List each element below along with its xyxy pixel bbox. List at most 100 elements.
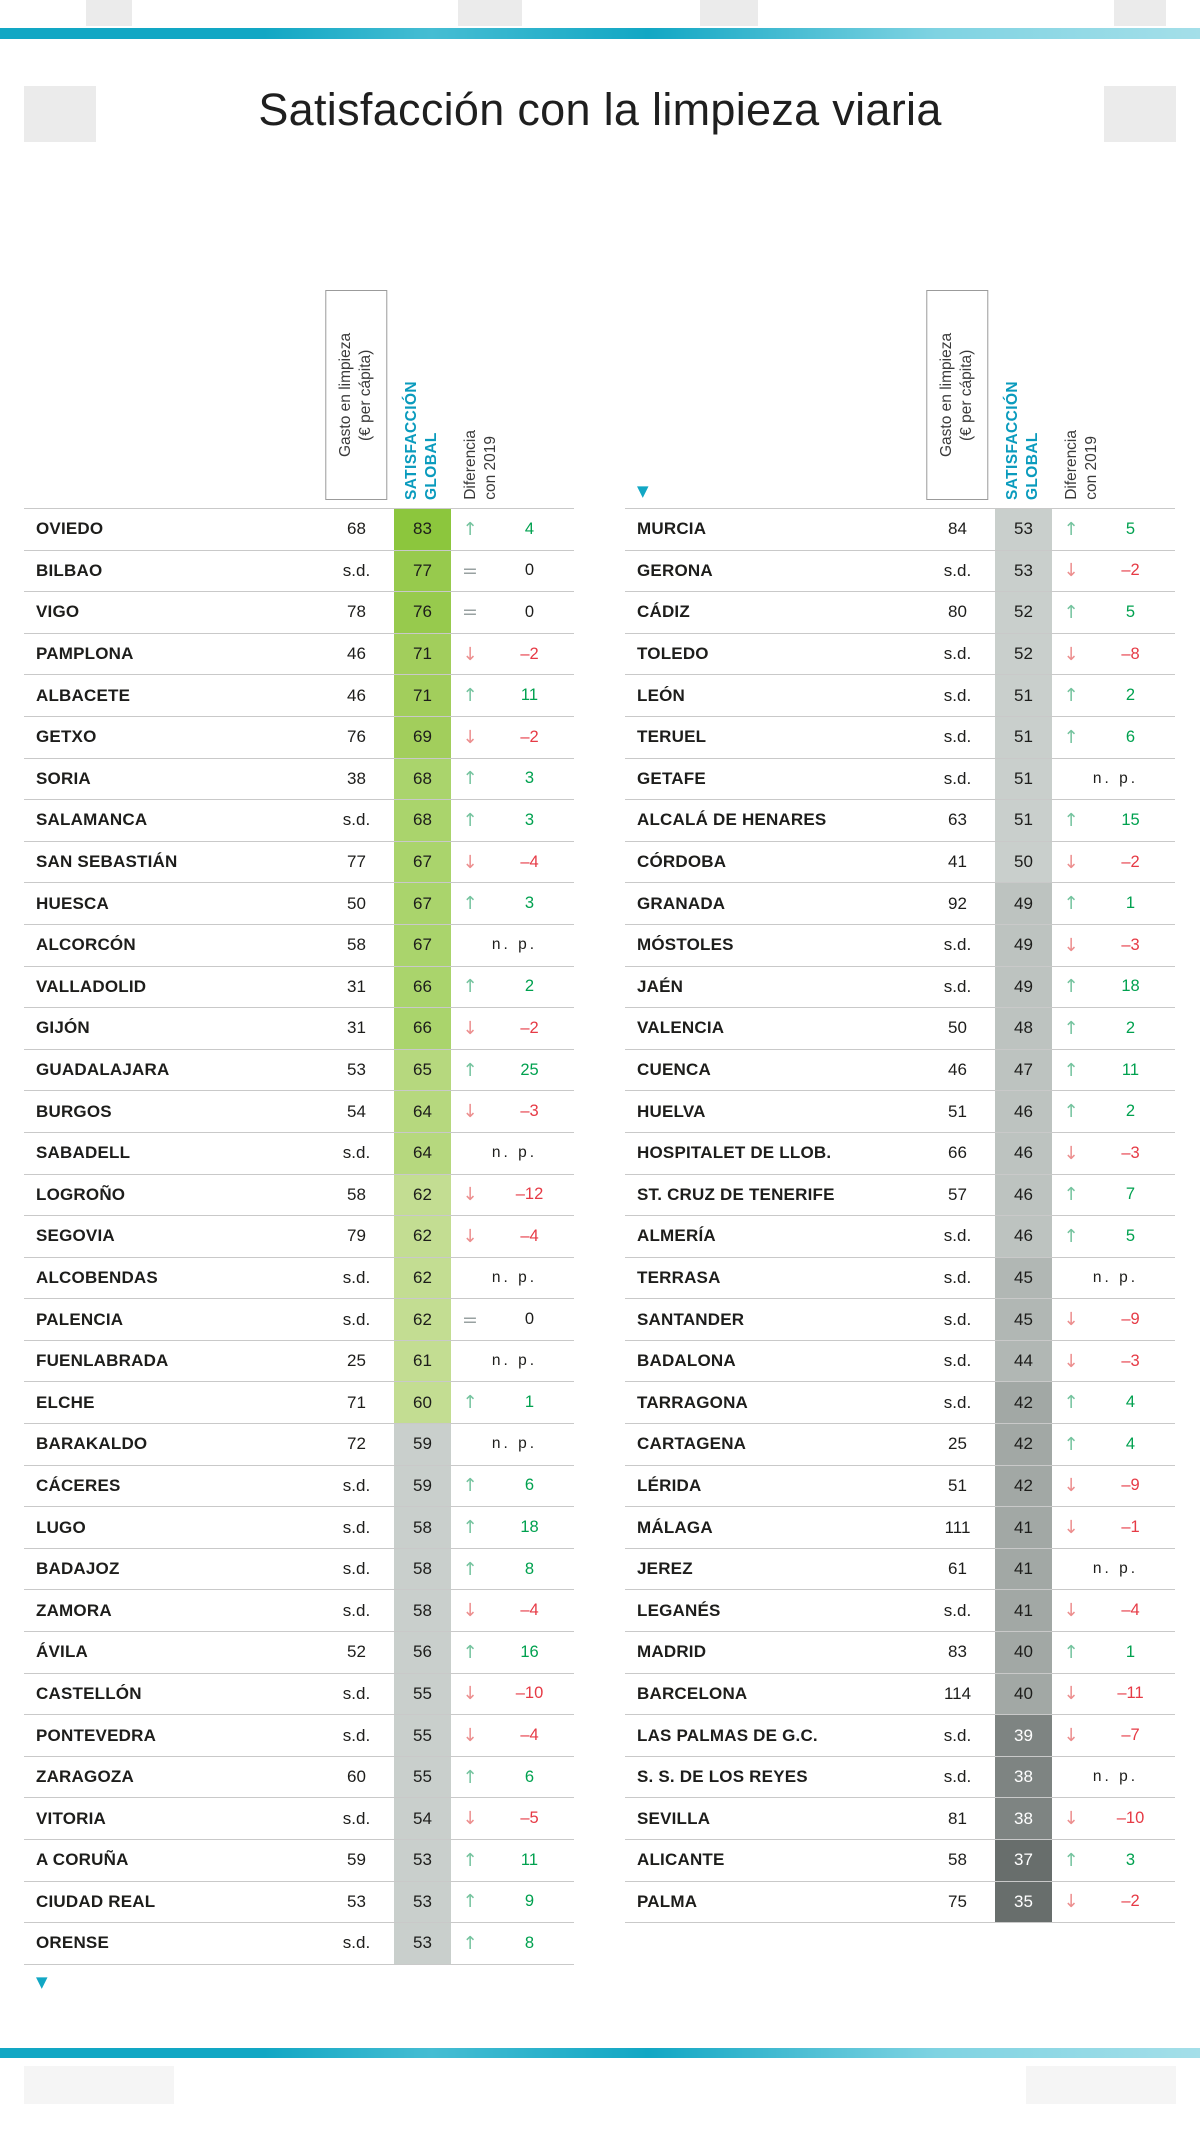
diff-cell: ↓ –2 [1052, 842, 1175, 883]
city-name: ALICANTE [637, 1850, 725, 1870]
trend-up-icon: ↑ [1063, 726, 1079, 748]
satisfaction-column-header-cell: SATISFACCIÓN GLOBAL [995, 285, 1052, 508]
spend-value: s.d. [342, 1725, 371, 1745]
table-row: CIUDAD REAL 53 53 ↑ 9 [24, 1880, 574, 1923]
spend-value: 72 [347, 1434, 366, 1454]
diff-cell: ↑ 4 [451, 509, 574, 550]
table-row: SORIA 38 68 ↑ 3 [24, 757, 574, 800]
satisfaction-value: 56 [394, 1632, 451, 1673]
spend-value: 77 [347, 852, 366, 872]
city-name: GRANADA [637, 893, 726, 913]
spend-value: 114 [943, 1683, 972, 1703]
satisfaction-value: 40 [995, 1673, 1052, 1715]
satisfaction-value: 41 [995, 1548, 1052, 1590]
diff-value: –3 [1121, 935, 1140, 954]
diff-cell: n. p. [1052, 759, 1175, 800]
trend-up-icon: ↑ [1063, 1225, 1079, 1247]
page-artifact [1026, 2066, 1176, 2104]
diff-value: 8 [524, 1559, 535, 1578]
trend-down-icon: ↓ [462, 1808, 478, 1830]
diff-value: –3 [520, 1102, 539, 1121]
spend-value: s.d. [943, 1600, 972, 1620]
city-name: ZARAGOZA [36, 1767, 134, 1787]
satisfaction-value: 59 [394, 1424, 451, 1465]
page-artifact [86, 0, 132, 26]
city-name: CÁDIZ [637, 602, 690, 622]
satisfaction-value: 58 [394, 1590, 451, 1632]
satisfaction-value: 49 [995, 966, 1052, 1008]
table-row: CÓRDOBA 41 50 ↓ –2 [625, 840, 1175, 883]
table-row: TOLEDO s.d. 52 ↓ –8 [625, 632, 1175, 675]
spend-value: 50 [948, 1018, 967, 1038]
trend-down-icon: ↓ [1063, 1309, 1079, 1331]
table-row: BARCELONA 114 40 ↓ –11 [625, 1672, 1175, 1715]
table-row: JEREZ 61 41 n. p. [625, 1547, 1175, 1590]
spend-value: s.d. [342, 1933, 371, 1953]
trend-up-icon: ↑ [462, 1891, 478, 1913]
diff-cell: n. p. [1052, 1258, 1175, 1299]
spend-column-header-cell: Gasto en limpieza (€ per cápita) [920, 285, 995, 508]
satisfaction-value: 35 [995, 1881, 1052, 1923]
table-row: ELCHE 71 60 ↑ 1 [24, 1381, 574, 1424]
diff-value: –11 [1117, 1684, 1144, 1703]
spend-value: 66 [948, 1143, 967, 1163]
city-name: PONTEVEDRA [36, 1725, 157, 1745]
diff-value: 25 [520, 1060, 539, 1079]
left-table-header: Gasto en limpieza (€ per cápita) SATISFA… [24, 285, 574, 508]
no-previous-label: n. p. [491, 1144, 538, 1162]
diff-value: 18 [520, 1518, 539, 1537]
satisfaction-value: 37 [995, 1840, 1052, 1881]
trend-up-icon: ↑ [1063, 1392, 1079, 1414]
diff-value: 2 [1125, 686, 1136, 705]
city-name: SANTANDER [637, 1309, 745, 1329]
spend-column-header: Gasto en limpieza (€ per cápita) [325, 290, 388, 500]
trend-up-icon: ↑ [1063, 1433, 1079, 1455]
diff-cell: ↑ 11 [451, 675, 574, 716]
spend-value: s.d. [943, 727, 972, 747]
satisfaction-value: 53 [995, 550, 1052, 592]
diff-cell: ↑ 25 [451, 1050, 574, 1091]
diff-value: –2 [520, 644, 539, 663]
trend-down-icon: ↓ [462, 1101, 478, 1123]
city-name: VIGO [36, 602, 80, 622]
satisfaction-value: 52 [995, 592, 1052, 633]
diff-cell: ↓ –1 [1052, 1507, 1175, 1548]
satisfaction-value: 77 [394, 550, 451, 592]
diff-cell: ↑ 11 [451, 1840, 574, 1881]
city-name: LÉRIDA [637, 1475, 702, 1495]
city-name: CARTAGENA [637, 1434, 747, 1454]
diff-cell: ↑ 6 [451, 1466, 574, 1507]
satisfaction-value: 55 [394, 1715, 451, 1756]
diff-cell: ↑ 3 [451, 883, 574, 924]
satisfaction-value: 66 [394, 966, 451, 1008]
trend-up-icon: ↑ [1063, 1059, 1079, 1081]
diff-cell: ↑ 15 [1052, 800, 1175, 841]
spend-value: 25 [948, 1434, 967, 1454]
trend-up-icon: ↑ [462, 768, 478, 790]
spend-value: 61 [948, 1559, 967, 1579]
diff-value: 5 [1125, 519, 1136, 538]
diff-cell: ↓ –9 [1052, 1299, 1175, 1340]
table-row: GRANADA 92 49 ↑ 1 [625, 882, 1175, 924]
city-name: LOGROÑO [36, 1184, 126, 1204]
spend-value: s.d. [342, 1143, 371, 1163]
spend-value: 81 [948, 1808, 967, 1828]
city-name: CUENCA [637, 1060, 711, 1080]
satisfaction-value: 53 [394, 1881, 451, 1923]
page-artifact [700, 0, 758, 26]
table-row: ALBACETE 46 71 ↑ 11 [24, 674, 574, 716]
spend-value: 51 [948, 1475, 967, 1495]
trend-up-icon: ↑ [462, 518, 478, 540]
city-name: BILBAO [36, 560, 103, 580]
no-previous-label: n. p. [1092, 1268, 1139, 1286]
table-row: JAÉN s.d. 49 ↑ 18 [625, 965, 1175, 1008]
trend-up-icon: ↑ [462, 1392, 478, 1414]
tables-container: Gasto en limpieza (€ per cápita) SATISFA… [24, 285, 1175, 1991]
right-table-header: ▼ Gasto en limpieza (€ per cápita) SATIS… [625, 285, 1175, 508]
trend-up-icon: ↑ [462, 809, 478, 831]
spend-value: 63 [948, 810, 967, 830]
satisfaction-value: 42 [995, 1382, 1052, 1424]
table-row: ALICANTE 58 37 ↑ 3 [625, 1839, 1175, 1881]
diff-value: 8 [524, 1933, 535, 1952]
trend-down-icon: ↓ [462, 1017, 478, 1039]
